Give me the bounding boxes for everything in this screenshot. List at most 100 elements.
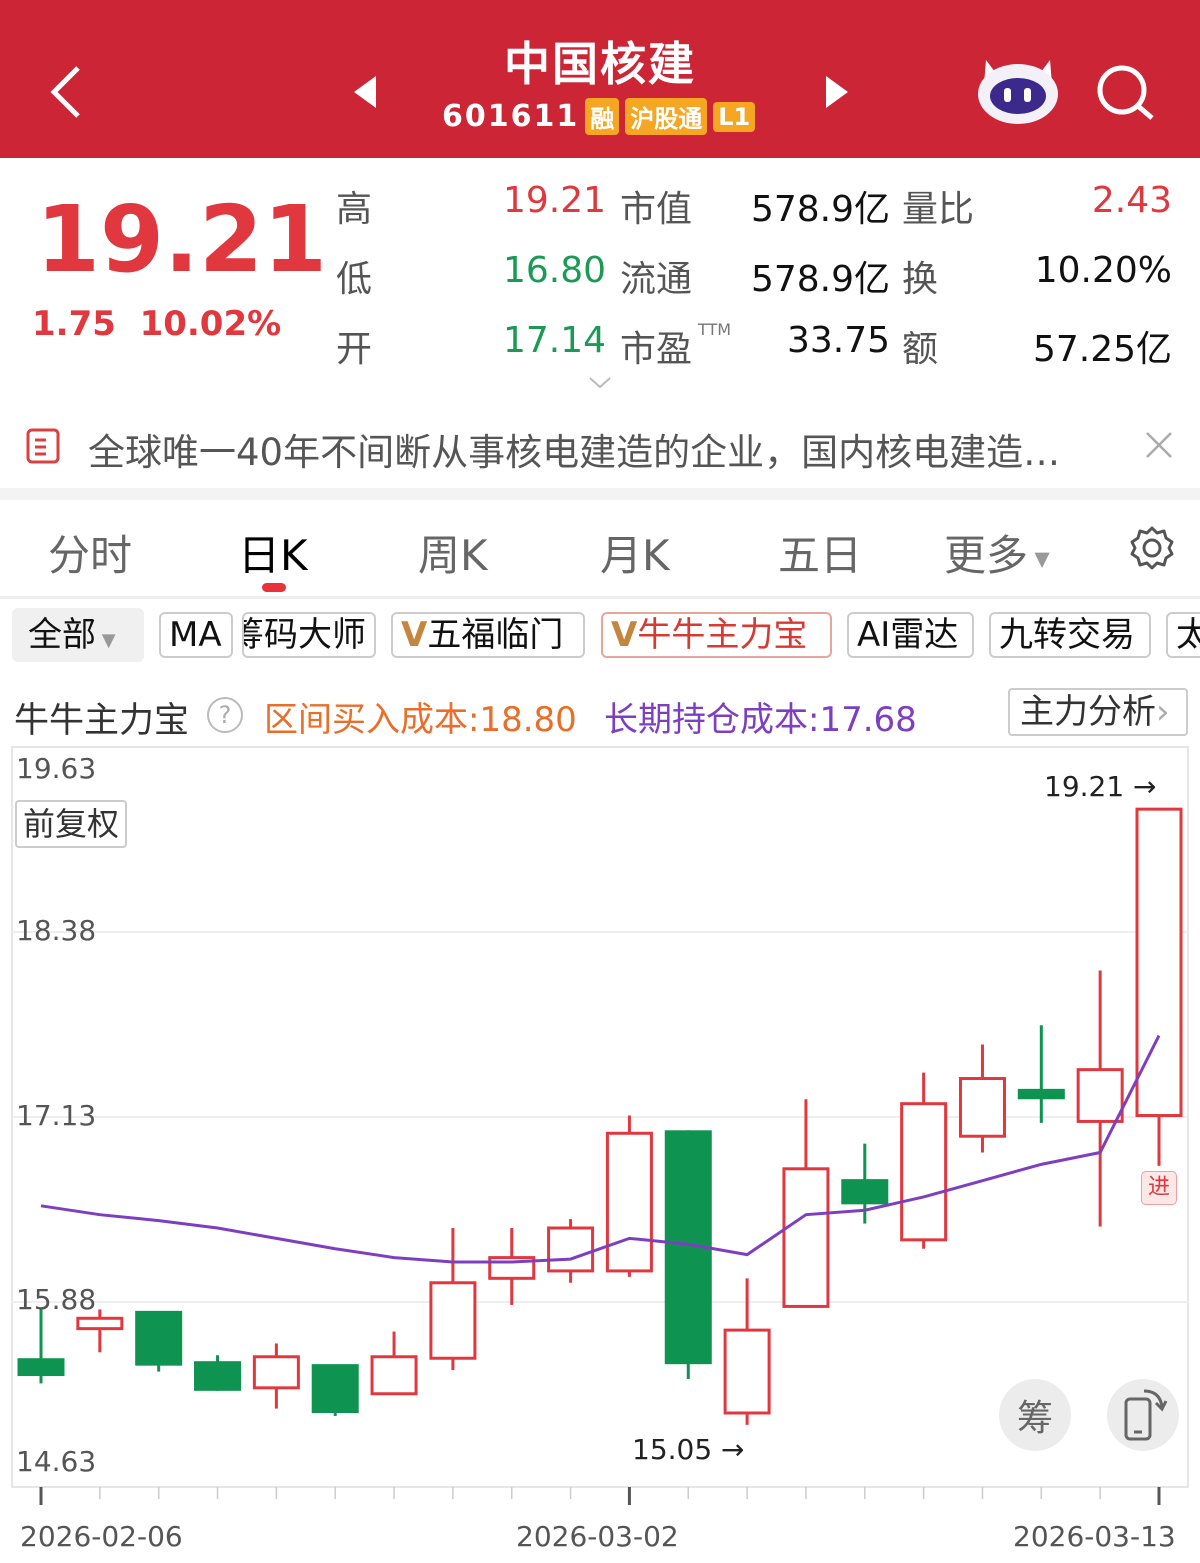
prev-stock-icon[interactable] — [352, 74, 380, 110]
candle-up — [958, 1077, 1006, 1138]
chevron-right-icon: › — [1156, 692, 1170, 732]
stat-value: 19.21 — [502, 180, 606, 221]
tab-five-day[interactable]: 五日 — [778, 531, 863, 580]
chip-chip-master[interactable]: 筹码大师 — [242, 612, 376, 658]
chip-wufu[interactable]: V五福临门 — [391, 612, 585, 658]
stat-label: 市值 — [620, 189, 693, 230]
candle-down — [311, 1364, 359, 1414]
y-tick-label: 17.13 — [16, 1099, 97, 1132]
chip-niuniu-active[interactable]: V牛牛主力宝 — [601, 612, 832, 658]
change-amount: 1.75 — [32, 304, 116, 344]
candle-up — [1135, 807, 1183, 1118]
long-cost-line — [40, 1034, 1161, 1264]
vip-icon: V — [401, 615, 428, 655]
document-icon — [26, 428, 60, 464]
candle-up — [1076, 1068, 1124, 1123]
filter-all-label: 全部 — [28, 615, 96, 655]
adjust-type-button[interactable]: 前复权 — [15, 800, 128, 848]
candle-up — [723, 1328, 771, 1415]
search-icon[interactable] — [1094, 62, 1158, 122]
x-tick-label: 2026-03-02 — [516, 1520, 679, 1553]
rotate-screen-icon — [1124, 1389, 1168, 1441]
candle-up — [547, 1226, 595, 1273]
help-icon[interactable]: ? — [207, 697, 243, 733]
chip-nine-turn[interactable]: 九转交易 — [989, 612, 1151, 658]
stock-code-row: 601611 融 沪股通 L1 — [442, 98, 756, 135]
stat-value: 16.80 — [502, 250, 606, 291]
indicator-name: 牛牛主力宝 — [14, 701, 190, 741]
stock-name: 中国核建 — [504, 37, 696, 91]
stat-value: 10.20% — [1034, 250, 1172, 291]
stat-label: 高 — [336, 189, 373, 230]
dropdown-caret-icon: ▼ — [1028, 546, 1050, 571]
analysis-label: 主力分析 — [1020, 692, 1156, 732]
stat-value: 33.75 — [786, 320, 890, 361]
current-price: 19.21 — [36, 186, 328, 293]
buy-signal-badge[interactable]: 进 — [1141, 1171, 1177, 1205]
stat-label: 量比 — [902, 189, 975, 230]
stat-label: 额 — [902, 329, 939, 370]
stat-label: 开 — [336, 329, 373, 370]
tab-more-label: 更多 — [944, 531, 1029, 580]
stat-value: 2.43 — [1091, 180, 1172, 221]
low-price-marker: 15.05 → — [632, 1433, 745, 1466]
rotate-screen-button[interactable] — [1107, 1379, 1179, 1451]
candle-up — [429, 1281, 477, 1360]
stat-label: 低 — [336, 259, 373, 300]
x-tick-label: 2026-03-13 — [1013, 1520, 1176, 1553]
close-icon[interactable] — [1144, 430, 1174, 460]
gear-icon[interactable] — [1128, 524, 1176, 572]
back-arrow-icon[interactable] — [48, 64, 84, 120]
ttm-superscript: TTM — [698, 320, 732, 339]
chip-ma[interactable]: MA — [159, 612, 233, 658]
robot-assistant-icon[interactable] — [972, 54, 1064, 126]
candle-up — [900, 1102, 948, 1242]
stat-value: 578.9亿 — [750, 259, 890, 300]
stat-label: 市盈 — [620, 329, 693, 370]
candle-up — [76, 1316, 124, 1331]
y-tick-label: 19.63 — [16, 752, 97, 785]
chip-distribution-button[interactable]: 筹 — [999, 1379, 1071, 1451]
change-percent: 10.02% — [139, 304, 282, 344]
tab-weekly-k[interactable]: 周K — [418, 531, 488, 580]
high-price-marker: 19.21 → — [1044, 770, 1157, 803]
chip-label: 牛牛主力宝 — [637, 615, 808, 655]
divider — [0, 596, 1200, 599]
candle-up — [605, 1131, 653, 1273]
candle-down — [841, 1179, 889, 1205]
chip-truncated[interactable]: 太 — [1166, 612, 1200, 658]
tab-more[interactable]: 更多 ▼ — [944, 522, 1050, 583]
tab-timeshare[interactable]: 分时 — [48, 531, 133, 580]
candle-down — [1017, 1088, 1065, 1100]
margin-badge: 融 — [585, 98, 620, 135]
candle-up — [252, 1355, 300, 1390]
tab-monthly-k[interactable]: 月K — [600, 531, 670, 580]
main-force-analysis-button[interactable]: 主力分析› — [1008, 688, 1188, 736]
stat-value: 57.25亿 — [1032, 329, 1172, 370]
candle-down — [194, 1361, 242, 1391]
tab-daily-k[interactable]: 日K — [238, 531, 308, 580]
range-buy-cost: 区间买入成本:18.80 — [264, 700, 577, 740]
next-stock-icon[interactable] — [822, 74, 850, 110]
stat-value: 578.9亿 — [750, 189, 890, 230]
x-tick-label: 2026-02-06 — [20, 1520, 183, 1553]
news-ticker[interactable]: 全球唯一40年不间断从事核电建造的企业，国内核电建造… — [88, 431, 1061, 474]
expand-chevron-icon[interactable] — [588, 376, 612, 390]
stat-label: 流通 — [620, 259, 693, 300]
dropdown-caret-icon: ▼ — [96, 630, 116, 651]
y-tick-label: 18.38 — [16, 914, 97, 947]
level-badge: L1 — [713, 101, 756, 132]
indicator-filter-all[interactable]: 全部 ▼ — [12, 608, 144, 662]
connect-badge: 沪股通 — [625, 98, 708, 135]
stat-label: 换 — [902, 259, 939, 300]
vip-icon: V — [611, 615, 638, 655]
chip-ai-radar[interactable]: AI雷达 — [847, 612, 974, 658]
long-hold-cost: 长期持仓成本:17.68 — [604, 700, 917, 740]
stock-code: 601611 — [442, 99, 580, 134]
candle-down — [135, 1310, 183, 1366]
y-tick-label: 15.88 — [16, 1283, 97, 1316]
active-tab-indicator — [262, 583, 286, 592]
divider — [0, 488, 1200, 500]
y-tick-label: 14.63 — [16, 1445, 97, 1478]
